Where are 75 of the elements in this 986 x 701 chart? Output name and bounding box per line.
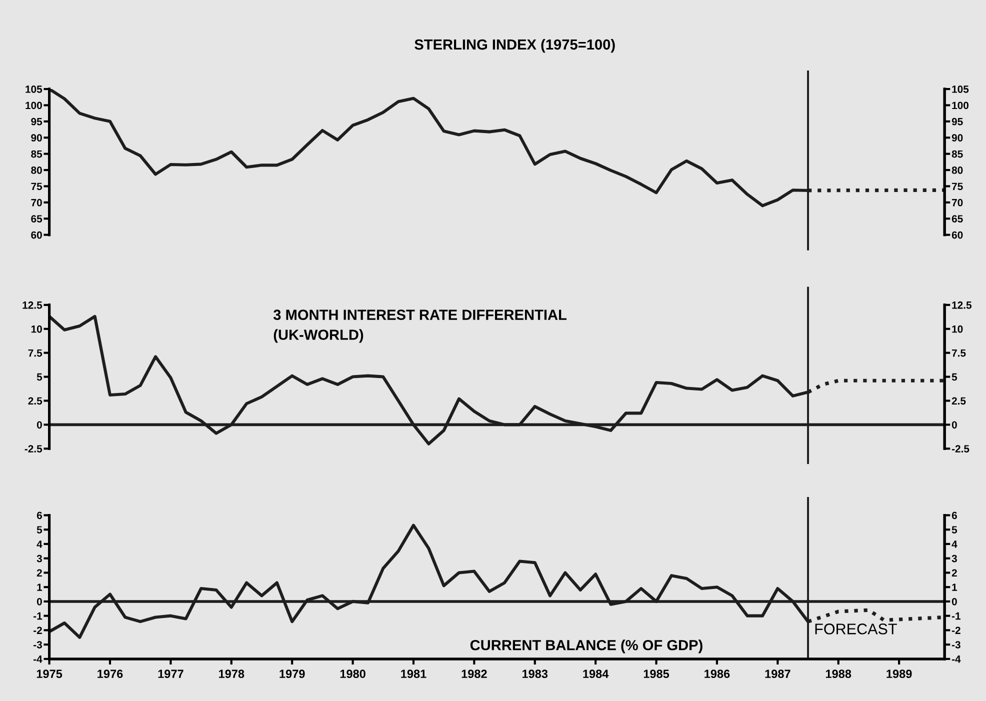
- y2-tick-label: 2: [952, 569, 957, 576]
- text: CURRENT BALANCE (% OF GDP): [470, 640, 702, 654]
- x-tick-label: 1986: [704, 670, 730, 678]
- x-tick-label: 1985: [644, 670, 670, 678]
- y2-tick-label: -2.5: [952, 445, 970, 453]
- y-tick-label: -2.5: [24, 445, 42, 453]
- x-tick-label: 1989: [886, 670, 912, 678]
- annotation: FORECAST: [815, 624, 897, 634]
- y2-tick-label: 7.5: [952, 349, 966, 357]
- y2-tick-label: 85: [952, 150, 963, 158]
- y2-tick-label: 10: [952, 325, 963, 333]
- y-tick-label: 0: [36, 598, 42, 606]
- y-tick-label: 70: [31, 198, 42, 206]
- y2-tick-label: 75: [952, 182, 963, 190]
- x-tick-label: 1983: [522, 670, 548, 678]
- y-tick-label: 90: [31, 134, 42, 142]
- y2-tick-label: 60: [952, 231, 963, 239]
- y2-tick-label: 12.5: [952, 301, 972, 309]
- chart-title: STERLING INDEX (1975=100): [414, 38, 615, 53]
- y-tick-label: 85: [31, 150, 42, 158]
- y-tick-label: 95: [31, 118, 42, 126]
- y-tick-label: -4: [34, 656, 42, 663]
- y-tick-label: 3: [36, 554, 42, 562]
- y-tick-label: 105: [26, 86, 42, 93]
- y2-tick-label: 90: [952, 134, 963, 142]
- y-tick-label: 2: [36, 569, 42, 576]
- y2-tick-label: -3: [952, 641, 960, 648]
- y-tick-label: 2.5: [28, 397, 42, 405]
- y2-tick-label: 80: [952, 166, 963, 174]
- y-tick-label: 75: [31, 182, 42, 190]
- x-tick-label: 1978: [219, 670, 244, 678]
- y-tick-label: 5: [36, 373, 42, 381]
- y2-tick-label: 105: [952, 86, 969, 93]
- y-tick-label: 5: [36, 526, 42, 534]
- x-tick-label: 1977: [158, 670, 184, 678]
- y2-tick-label: -2: [952, 626, 960, 634]
- y2-tick-label: 3: [952, 554, 957, 562]
- x-tick-label: 1975: [36, 670, 62, 678]
- y2-tick-label: 2.5: [952, 397, 966, 405]
- y2-tick-label: -4: [952, 656, 961, 663]
- x-tick-label: 1984: [583, 670, 609, 678]
- y-tick-label: 6: [36, 512, 42, 520]
- y-tick-label: 7.5: [28, 349, 42, 357]
- y2-tick-label: 6: [952, 512, 957, 520]
- y-tick-label: 4: [36, 540, 42, 548]
- y2-tick-label: 4: [952, 540, 958, 548]
- y-tick-label: 0: [36, 421, 42, 429]
- text: 3 MONTH INTEREST RATE DIFFERENTIAL (UK-WORLD): [273, 310, 567, 343]
- y2-tick-label: 100: [952, 102, 968, 110]
- y2-tick-label: 70: [952, 198, 963, 206]
- y-tick-label: 60: [31, 231, 42, 239]
- y-tick-label: -3: [34, 641, 42, 648]
- y-tick-label: 100: [26, 102, 42, 110]
- y-tick-label: 12.5: [22, 301, 42, 309]
- x-tick-label: 1976: [98, 670, 123, 678]
- x-tick-label: 1981: [401, 670, 426, 678]
- x-tick-label: 1987: [765, 670, 790, 678]
- x-tick-label: 1980: [340, 670, 366, 678]
- y2-tick-label: 95: [952, 118, 963, 126]
- y-tick-label: 1: [37, 584, 42, 591]
- y2-tick-label: 5: [952, 373, 958, 381]
- x-tick-label: 1988: [826, 670, 852, 678]
- y2-tick-label: 1: [952, 584, 958, 591]
- y-tick-label: 65: [31, 215, 42, 223]
- y-tick-label: -1: [34, 612, 42, 620]
- y2-tick-label: 0: [952, 421, 957, 429]
- x-tick-label: 1982: [462, 670, 487, 678]
- y-tick-label: 10: [31, 325, 42, 333]
- y2-tick-label: 0: [952, 598, 957, 606]
- y-tick-label: -2: [34, 626, 42, 634]
- y2-tick-label: 65: [952, 215, 963, 223]
- y2-tick-label: -1: [952, 612, 961, 620]
- x-tick-label: 1979: [280, 670, 305, 678]
- y-tick-label: 80: [31, 166, 42, 174]
- y2-tick-label: 5: [952, 526, 958, 534]
